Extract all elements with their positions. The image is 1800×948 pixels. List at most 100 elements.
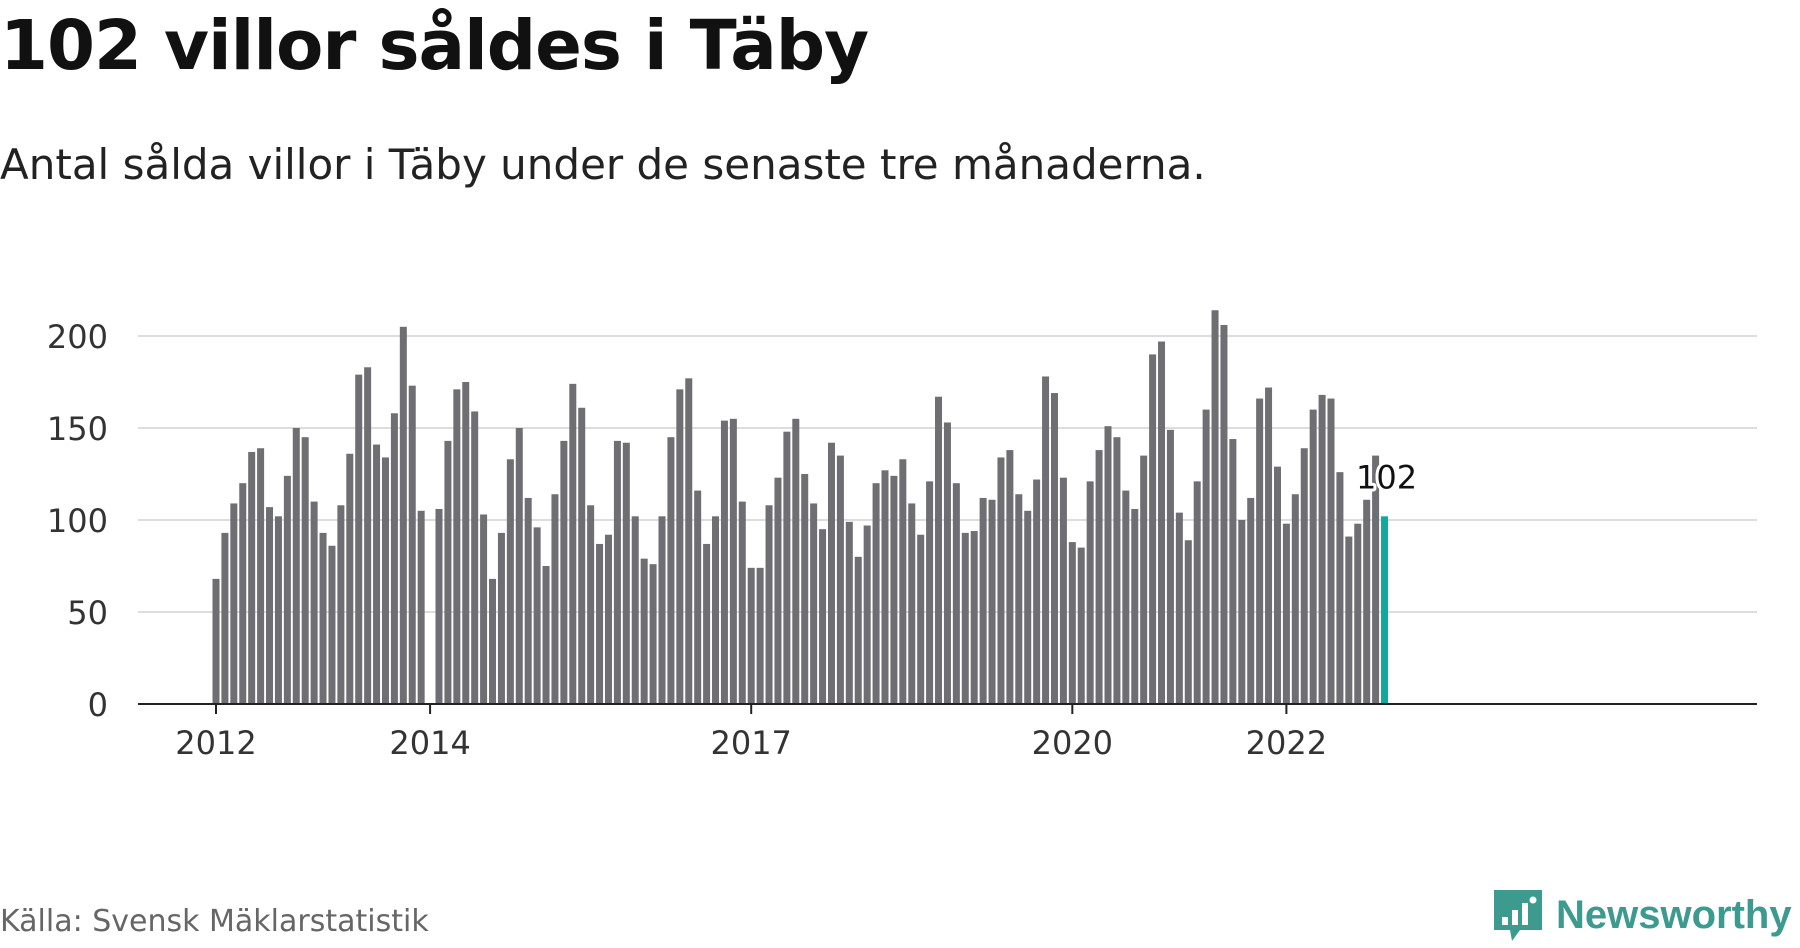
bar [712, 516, 720, 704]
bar [310, 501, 318, 704]
annotation: 102 [1353, 455, 1420, 499]
bar [587, 505, 595, 704]
bar [667, 437, 675, 704]
y-tick-label: 0 [88, 686, 108, 724]
bar [720, 420, 728, 704]
bar [917, 534, 925, 704]
bar [489, 578, 497, 704]
bar [943, 422, 951, 704]
bar [872, 483, 880, 704]
bar [515, 428, 523, 704]
bar [497, 532, 505, 704]
bar [979, 497, 987, 704]
bar [1273, 466, 1281, 704]
bar [961, 532, 969, 704]
bar [364, 367, 372, 704]
x-tick-label: 2014 [389, 724, 470, 762]
bar [328, 545, 336, 704]
bar [1131, 508, 1139, 704]
bar [542, 566, 550, 704]
bar [747, 567, 755, 704]
bar [551, 494, 559, 704]
y-tick-label: 50 [67, 594, 108, 632]
bar-chart: 0 50 100 150 200 2012 2014 2017 2020 2022 102 [47, 310, 1757, 762]
bar [274, 516, 282, 704]
bar [462, 382, 470, 704]
bar [604, 534, 612, 704]
source-note: Källa: Svensk Mäklarstatistik [0, 904, 429, 939]
chart-subtitle: Antal sålda villor i Täby under de senas… [0, 140, 1206, 189]
bar [649, 564, 657, 704]
x-tick-label: 2020 [1032, 724, 1113, 762]
y-tick-label: 150 [47, 410, 108, 448]
bar [1211, 310, 1219, 704]
newsworthy-logo-icon [1494, 890, 1542, 941]
bar [845, 521, 853, 704]
bar [435, 508, 443, 704]
bar [1229, 439, 1237, 704]
bar [738, 501, 746, 704]
bar [819, 529, 827, 704]
bar [239, 483, 247, 704]
bar [1256, 398, 1264, 704]
bar [640, 558, 648, 704]
bar [631, 516, 639, 704]
bar [471, 411, 479, 704]
bar [827, 442, 835, 704]
bar [783, 431, 791, 704]
bar [337, 505, 345, 704]
bar [221, 532, 229, 704]
bar [1113, 437, 1121, 704]
bar [1140, 455, 1148, 704]
bar [836, 455, 844, 704]
bar [1345, 536, 1353, 704]
bar [899, 459, 907, 704]
bar [1354, 523, 1362, 704]
x-tick-label: 2012 [175, 724, 256, 762]
bar [792, 418, 800, 704]
bar [319, 532, 327, 704]
bar [355, 374, 363, 704]
bar [1300, 448, 1308, 704]
bar [970, 531, 978, 704]
bar [703, 543, 711, 704]
bar [890, 475, 898, 704]
bar [578, 407, 586, 704]
bar [1006, 450, 1014, 704]
bar [1158, 341, 1166, 704]
bar [863, 525, 871, 704]
bar [908, 503, 916, 704]
bar [1318, 394, 1326, 704]
y-tick-label: 100 [47, 502, 108, 540]
bar [1033, 479, 1041, 704]
bar [506, 459, 514, 704]
bar [622, 442, 630, 704]
bar [266, 507, 274, 704]
bar [926, 481, 934, 704]
bar [1327, 398, 1335, 704]
brand-logo[interactable]: Newsworthy [1490, 885, 1792, 945]
bar [292, 428, 300, 704]
bar [1336, 472, 1344, 704]
bar [301, 437, 309, 704]
bar [694, 490, 702, 704]
bar [248, 451, 256, 704]
bar [676, 389, 684, 704]
bar [988, 499, 996, 704]
bar [480, 514, 488, 704]
bar [569, 383, 577, 704]
bar [399, 326, 407, 704]
bar [1363, 499, 1371, 704]
bar [1166, 429, 1174, 704]
bar [596, 543, 604, 704]
bar [801, 474, 809, 704]
bar [810, 503, 818, 704]
bar [997, 457, 1005, 704]
bar [1291, 494, 1299, 704]
bar [212, 578, 220, 704]
bar [854, 556, 862, 704]
bar [756, 567, 764, 704]
bar [283, 475, 291, 704]
bar [1265, 387, 1273, 704]
bar [560, 440, 568, 704]
